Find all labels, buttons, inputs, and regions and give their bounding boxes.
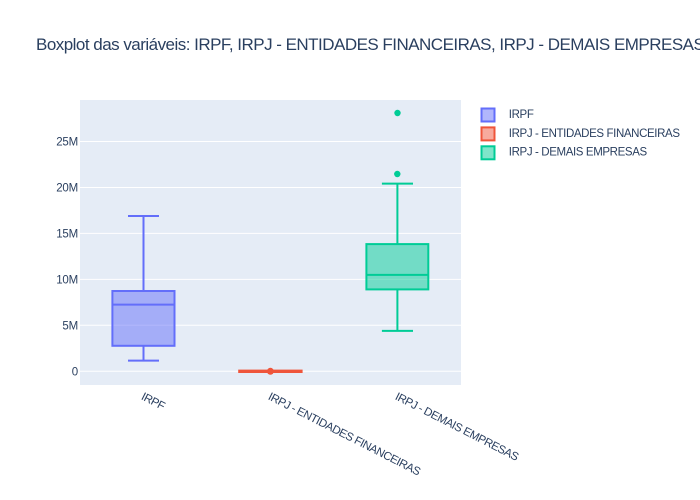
- svg-text:10M: 10M: [56, 275, 78, 287]
- svg-text:IRPJ - DEMAIS EMPRESAS: IRPJ - DEMAIS EMPRESAS: [393, 391, 521, 464]
- svg-text:IRPF: IRPF: [139, 391, 167, 413]
- svg-text:IRPJ - ENTIDADES FINANCEIRAS: IRPJ - ENTIDADES FINANCEIRAS: [509, 128, 681, 140]
- svg-text:IRPF: IRPF: [509, 109, 534, 121]
- svg-text:5M: 5M: [62, 321, 78, 333]
- svg-text:15M: 15M: [56, 229, 78, 241]
- svg-text:25M: 25M: [56, 137, 78, 149]
- svg-text:20M: 20M: [56, 183, 78, 195]
- svg-text:IRPJ - DEMAIS EMPRESAS: IRPJ - DEMAIS EMPRESAS: [509, 147, 648, 159]
- svg-text:Boxplot das variáveis: IRPF, I: Boxplot das variáveis: IRPF, IRPJ - ENTI…: [36, 35, 700, 54]
- svg-text:0: 0: [72, 367, 78, 379]
